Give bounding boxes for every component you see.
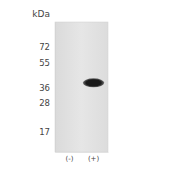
x-tick: (-) (65, 152, 73, 163)
tick-label: (+) (88, 155, 100, 163)
y-axis-line (55, 23, 56, 153)
axis-title: kDa (32, 9, 50, 19)
x-axis: (-) (+) (56, 152, 109, 163)
x-axis-line (56, 152, 109, 153)
figure: 72 55 36 28 17 (-) (+) kDa (0, 0, 177, 169)
y-tick: 36 (39, 83, 55, 93)
tick-label: (-) (65, 155, 73, 163)
y-axis: 72 55 36 28 17 (39, 23, 55, 153)
tick-label: 55 (39, 58, 50, 68)
y-tick: 17 (39, 127, 55, 137)
tick-label: 17 (39, 127, 50, 137)
y-tick: 72 (39, 42, 55, 52)
tick-label: 36 (39, 83, 50, 93)
y-tick: 55 (39, 58, 55, 68)
y-tick: 28 (39, 98, 55, 108)
band (83, 78, 104, 87)
x-tick: (+) (88, 152, 100, 163)
bands (83, 78, 104, 87)
plot-frame (55, 22, 108, 152)
tick-label: 72 (39, 42, 50, 52)
tick-label: 28 (39, 98, 50, 108)
